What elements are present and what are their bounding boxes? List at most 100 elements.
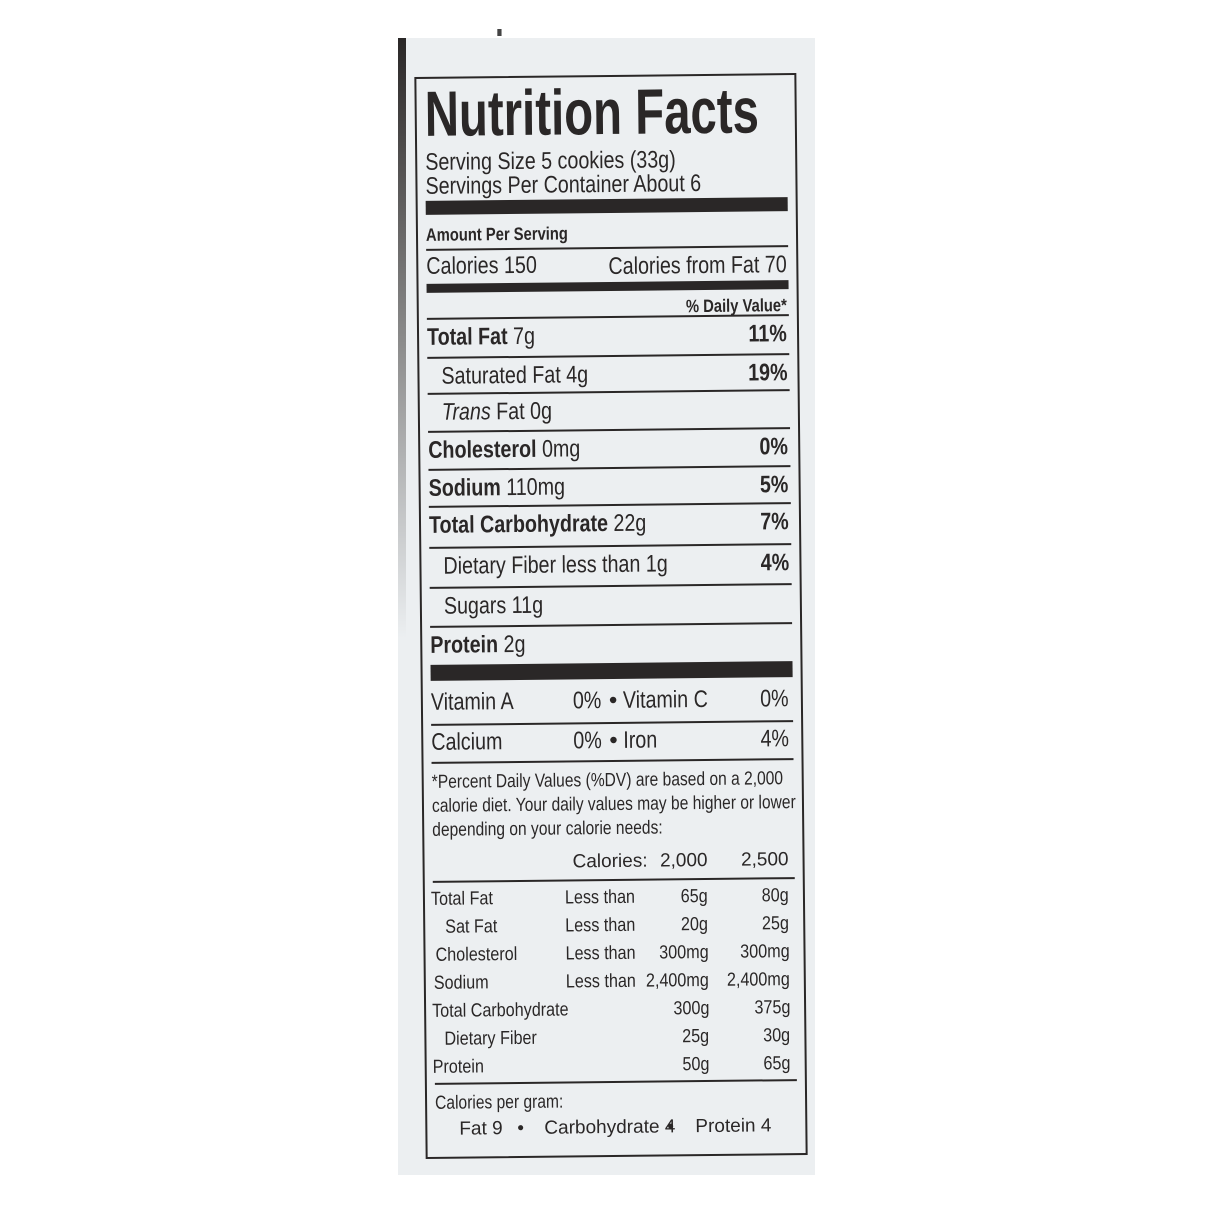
dv-table-row: Protein 50g 65g [427, 1053, 805, 1081]
dv-table-row: Cholesterol Less than 300mg 300mg [425, 941, 803, 969]
nutrient-name: Dietary Fiber [443, 551, 557, 580]
dv-table-name: Cholesterol [435, 944, 518, 966]
carb-per-gram: Carbohydrate 4 [544, 1116, 676, 1139]
nutrient-name: Sugars [443, 592, 507, 620]
nutrient-dv: 5% [760, 471, 789, 499]
package-edge [398, 38, 406, 638]
nutrient-dv: 11% [748, 320, 788, 348]
nutrient-row: Dietary Fiber less than 1g [443, 549, 791, 581]
divider [428, 427, 791, 433]
nutrient-amount: 11g [511, 591, 544, 620]
dv-table-name: Protein [432, 1056, 484, 1078]
dv-table-c2: 300mg [740, 941, 790, 963]
nutrient-row: Saturated Fat 4g [441, 359, 789, 391]
nutrient-name: Total Carbohydrate [428, 510, 609, 539]
nutrient-row: Protein 2g [430, 628, 792, 660]
vitamin-right-dv: 0% [760, 685, 790, 713]
dv-table-row: Sodium Less than 2,400mg 2,400mg [426, 969, 804, 997]
servings-per-container: Servings Per Container About 6 [425, 170, 702, 200]
nutrient-dv: 0% [759, 433, 789, 461]
package-top-text: choc [470, 14, 571, 36]
bullet-separator: • [608, 686, 618, 715]
dv-table-c1: 300mg [659, 941, 709, 964]
dv-table-c2: 80g [761, 885, 790, 907]
dv-table-header: Calories: 2,000 2,500 [424, 849, 802, 877]
dv-table-c1: 25g [682, 1025, 710, 1048]
nutrient-row: Sodium 110mg [429, 471, 791, 503]
calories-per-gram-values: Fat 9 • Carbohydrate 4 • Protein 4 [427, 1115, 805, 1143]
dv-table-c1: 2,400mg [645, 969, 709, 992]
nutrient-amount: 7g [512, 322, 536, 351]
nutrient-amount: 2g [503, 630, 526, 659]
nutrient-row: Total Fat 7g [427, 320, 789, 352]
dv-table-c1: 20g [681, 913, 709, 936]
vitamin-left: Calcium [431, 728, 503, 756]
divider [429, 543, 792, 549]
divider [426, 314, 789, 320]
dv-table-c1: 300g [673, 997, 710, 1020]
nutrition-facts-label: Nutrition Facts Serving Size 5 cookies (… [414, 73, 808, 1159]
nutrient-row: Sugars 11g [444, 589, 792, 621]
separator-dot: • [667, 1116, 675, 1138]
vitamin-row: Calcium 0% Iron 4% • [423, 725, 801, 759]
divider [428, 465, 791, 471]
nutrient-row: Trans Fat 0g [442, 395, 790, 427]
nutrient-name: Total Fat [426, 323, 508, 351]
dv-table-name: Total Fat [430, 888, 494, 910]
dv-table-name: Sodium [433, 972, 489, 994]
separator-dot: • [517, 1117, 525, 1140]
nutrient-dv: 19% [747, 359, 788, 387]
vitamin-left-dv: 0% [573, 727, 602, 755]
nutrient-row: Total Carbohydrate 22g [429, 508, 791, 540]
nutrient-name: Sodium [428, 474, 501, 502]
vitamin-right: Iron [623, 726, 658, 754]
dv-table-col-2000: 2,000 [659, 850, 708, 872]
nutrient-name: Saturated Fat [441, 361, 561, 390]
nutrient-amount: less than 1g [561, 550, 668, 579]
nutrient-amount: Fat 0g [496, 397, 553, 426]
dv-table-name: Dietary Fiber [444, 1027, 537, 1050]
vitamin-left: Vitamin A [430, 688, 514, 716]
dv-table-name: Sat Fat [445, 916, 498, 938]
nutrient-dv: 7% [760, 508, 790, 536]
divider-thick [425, 197, 788, 215]
dv-table-c2: 25g [762, 913, 790, 935]
dv-table-row: Total Carbohydrate 300g 375g [426, 997, 804, 1025]
amount-per-serving: Amount Per Serving [425, 223, 568, 245]
dv-table-row: Sat Fat Less than 20g 25g [425, 913, 803, 941]
bullet-separator: • [609, 726, 618, 755]
dv-table-c1: 50g [682, 1053, 710, 1076]
calories-from-fat: Calories from Fat 70 [607, 251, 787, 281]
dv-table-c1: 65g [680, 886, 709, 908]
nutrient-amount: 22g [613, 509, 647, 537]
dv-table-calories-label: Calories: [572, 850, 648, 873]
divider [427, 353, 790, 359]
nutrient-amount: 110mg [506, 473, 566, 502]
divider [431, 758, 794, 764]
vitamin-right-dv: 4% [760, 725, 790, 753]
dv-table-name: Total Carbohydrate [432, 999, 569, 1022]
dv-table-row: Total Fat Less than 65g 80g [425, 885, 803, 913]
dv-table-limit: Less than [564, 886, 636, 909]
vitamin-left-dv: 0% [572, 687, 602, 715]
nutrient-dv: 4% [760, 549, 790, 577]
nutrient-amount: 4g [566, 361, 589, 389]
dv-table-col-2500: 2,500 [740, 849, 789, 871]
nutrient-name: Trans [441, 398, 491, 426]
divider [432, 877, 795, 883]
divider [429, 583, 792, 589]
divider [428, 502, 791, 508]
label-title: Nutrition Facts [424, 74, 760, 150]
dv-table-limit: Less than [565, 970, 636, 993]
vitamin-right: Vitamin C [622, 685, 708, 714]
divider [430, 622, 793, 628]
divider-medium [426, 280, 789, 293]
dv-table-row: Dietary Fiber 25g 30g [426, 1025, 804, 1053]
dv-table-limit: Less than [565, 914, 636, 937]
nutrient-name: Cholesterol [428, 435, 537, 464]
fat-per-gram: Fat 9 [459, 1118, 503, 1140]
nutrient-amount: 0mg [541, 435, 581, 463]
dv-table-c2: 375g [754, 997, 791, 1019]
divider-thick [430, 661, 793, 681]
footnote: *Percent Daily Values (%DV) are based on… [431, 768, 796, 841]
